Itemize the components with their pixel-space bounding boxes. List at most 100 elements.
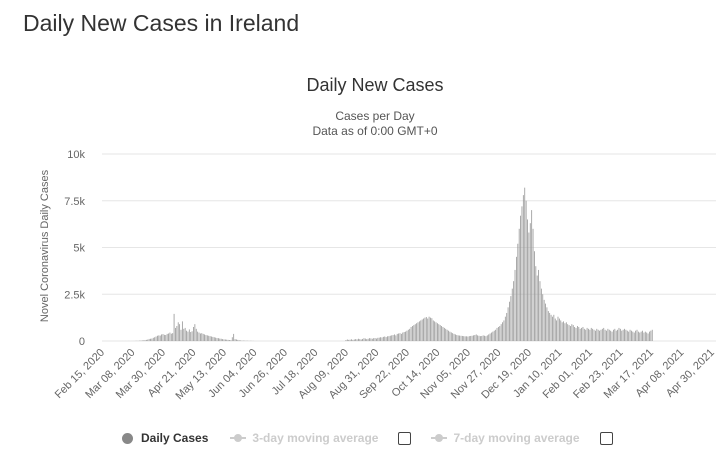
bar[interactable] [600, 329, 602, 341]
bar[interactable] [639, 332, 641, 341]
bar[interactable] [148, 338, 150, 341]
bar[interactable] [599, 330, 600, 341]
bar-series-daily-cases[interactable] [122, 187, 653, 342]
bar[interactable] [453, 333, 455, 341]
bar[interactable] [615, 330, 617, 341]
bar[interactable] [238, 340, 240, 341]
bar[interactable] [509, 301, 510, 341]
bar[interactable] [592, 328, 594, 341]
bar[interactable] [418, 321, 420, 341]
bar[interactable] [157, 335, 158, 341]
bar[interactable] [233, 333, 235, 341]
bar[interactable] [421, 319, 423, 342]
bar[interactable] [579, 328, 581, 341]
bar[interactable] [391, 335, 393, 341]
bar[interactable] [459, 335, 460, 341]
bar[interactable] [358, 338, 359, 341]
bar[interactable] [607, 328, 609, 341]
bar[interactable] [220, 338, 222, 341]
bar[interactable] [545, 303, 546, 341]
legend-item-3-day-average[interactable]: 3-day moving average [230, 431, 378, 445]
bar[interactable] [468, 336, 470, 341]
bar[interactable] [218, 338, 219, 341]
bar[interactable] [369, 338, 370, 341]
bar[interactable] [456, 335, 458, 341]
bar[interactable] [558, 318, 560, 341]
bar[interactable] [510, 296, 512, 341]
bar[interactable] [388, 336, 390, 341]
bar[interactable] [202, 333, 204, 341]
bar[interactable] [374, 338, 376, 341]
bar[interactable] [478, 335, 480, 341]
bar[interactable] [206, 335, 208, 341]
bar[interactable] [532, 228, 534, 341]
bar[interactable] [500, 324, 502, 341]
bar[interactable] [355, 339, 357, 341]
bar[interactable] [147, 339, 149, 341]
bar[interactable] [150, 338, 151, 341]
bar[interactable] [362, 338, 363, 341]
bar[interactable] [187, 331, 189, 341]
bar[interactable] [543, 299, 545, 341]
bar[interactable] [521, 206, 523, 341]
bar[interactable] [522, 195, 524, 341]
bar[interactable] [208, 335, 210, 341]
bar[interactable] [159, 335, 161, 341]
bar[interactable] [367, 338, 369, 341]
bar[interactable] [170, 333, 172, 341]
bar[interactable] [460, 335, 462, 341]
bar[interactable] [542, 294, 544, 341]
bar[interactable] [373, 338, 375, 341]
bar[interactable] [484, 335, 485, 341]
bar[interactable] [564, 323, 566, 341]
bar[interactable] [186, 330, 187, 341]
bar[interactable] [488, 334, 490, 341]
bar[interactable] [427, 318, 429, 341]
bar[interactable] [155, 336, 157, 341]
bar[interactable] [650, 330, 652, 341]
bar[interactable] [234, 339, 236, 341]
bar[interactable] [586, 327, 588, 341]
bar[interactable] [431, 318, 433, 341]
bar[interactable] [439, 325, 441, 341]
bar[interactable] [215, 337, 217, 341]
bar[interactable] [195, 328, 197, 341]
bar[interactable] [571, 324, 573, 341]
bar[interactable] [191, 331, 193, 341]
legend-item-daily-cases[interactable]: Daily Cases [122, 431, 208, 445]
bar[interactable] [231, 337, 233, 341]
bar[interactable] [395, 335, 397, 341]
legend-item-7-day-average[interactable]: 7-day moving average [431, 431, 580, 445]
bar[interactable] [565, 322, 567, 341]
bar[interactable] [204, 334, 205, 341]
bar[interactable] [635, 330, 637, 341]
bar[interactable] [536, 275, 538, 341]
checkbox-3-day-average[interactable] [398, 431, 412, 445]
bar[interactable] [359, 339, 361, 341]
bar[interactable] [617, 329, 619, 341]
bar[interactable] [378, 337, 380, 341]
bar[interactable] [406, 330, 408, 341]
bar[interactable] [527, 219, 528, 341]
bar[interactable] [604, 329, 606, 341]
bar[interactable] [345, 340, 347, 341]
bar[interactable] [183, 328, 185, 341]
bar[interactable] [614, 328, 616, 341]
bar[interactable] [473, 335, 474, 341]
bar[interactable] [575, 327, 577, 341]
bar[interactable] [557, 316, 559, 341]
bar[interactable] [351, 339, 352, 341]
bar[interactable] [464, 336, 466, 341]
bar[interactable] [412, 326, 413, 341]
bar[interactable] [622, 329, 624, 341]
bar[interactable] [553, 314, 555, 341]
bar[interactable] [213, 337, 215, 341]
bar[interactable] [175, 327, 176, 341]
bar[interactable] [520, 215, 521, 341]
bar[interactable] [163, 334, 165, 341]
bar[interactable] [593, 329, 595, 341]
bar[interactable] [552, 316, 553, 341]
bar[interactable] [516, 256, 517, 341]
bar[interactable] [382, 336, 384, 341]
bar[interactable] [240, 340, 242, 341]
